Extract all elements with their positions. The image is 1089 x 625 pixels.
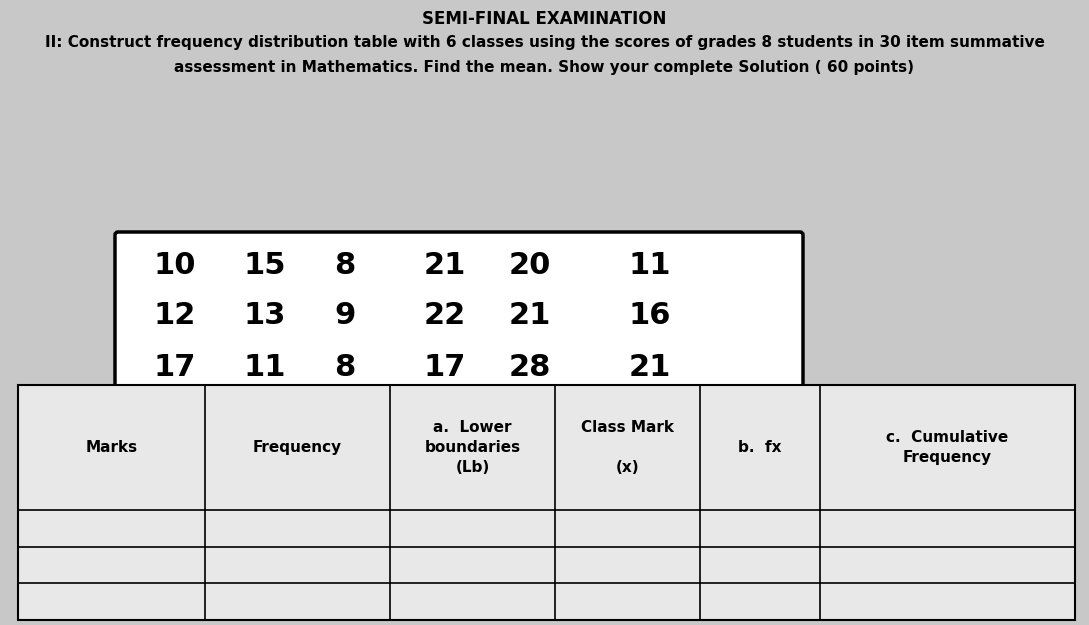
Text: 20: 20 <box>509 251 551 279</box>
Text: 18: 18 <box>323 456 366 484</box>
FancyBboxPatch shape <box>115 232 803 528</box>
Text: 12: 12 <box>154 456 196 484</box>
Text: 25: 25 <box>509 404 551 432</box>
Text: 15: 15 <box>244 251 286 279</box>
Text: 28: 28 <box>509 352 551 381</box>
Text: 21: 21 <box>424 456 466 484</box>
Text: 21: 21 <box>154 404 196 432</box>
Text: 17: 17 <box>424 352 466 381</box>
Text: 9: 9 <box>334 301 356 329</box>
Text: 12: 12 <box>154 301 196 329</box>
Text: a.  Lower
boundaries
(Lb): a. Lower boundaries (Lb) <box>425 420 521 475</box>
Text: 10: 10 <box>154 251 196 279</box>
Text: 20: 20 <box>628 404 671 432</box>
Text: 12: 12 <box>628 456 671 484</box>
Text: SEMI-FINAL EXAMINATION: SEMI-FINAL EXAMINATION <box>423 10 666 28</box>
Bar <box>19 385 1075 620</box>
Text: Frequency: Frequency <box>253 440 342 455</box>
Text: 20: 20 <box>244 456 286 484</box>
Text: c.  Cumulative
Frequency: c. Cumulative Frequency <box>886 430 1008 465</box>
Text: Class Mark

(x): Class Mark (x) <box>582 420 674 475</box>
Text: 13: 13 <box>244 301 286 329</box>
Text: assessment in Mathematics. Find the mean. Show your complete Solution ( 60 point: assessment in Mathematics. Find the mean… <box>174 60 915 75</box>
Text: 21: 21 <box>628 352 671 381</box>
Text: 11: 11 <box>628 251 671 279</box>
Text: 18: 18 <box>424 404 466 432</box>
Text: 16: 16 <box>628 301 671 329</box>
Text: 8: 8 <box>334 352 356 381</box>
Text: 11: 11 <box>244 352 286 381</box>
Text: 17: 17 <box>154 352 196 381</box>
Text: 21: 21 <box>424 251 466 279</box>
Text: 21: 21 <box>509 301 551 329</box>
Text: 17: 17 <box>244 404 286 432</box>
Text: Marks: Marks <box>85 440 137 455</box>
Text: b.  fx: b. fx <box>738 440 782 455</box>
Text: 8: 8 <box>334 251 356 279</box>
Text: 16: 16 <box>323 404 366 432</box>
Text: 22: 22 <box>509 456 551 484</box>
Text: II: Construct frequency distribution table with 6 classes using the scores of gr: II: Construct frequency distribution tab… <box>45 35 1044 50</box>
Text: 22: 22 <box>424 301 466 329</box>
